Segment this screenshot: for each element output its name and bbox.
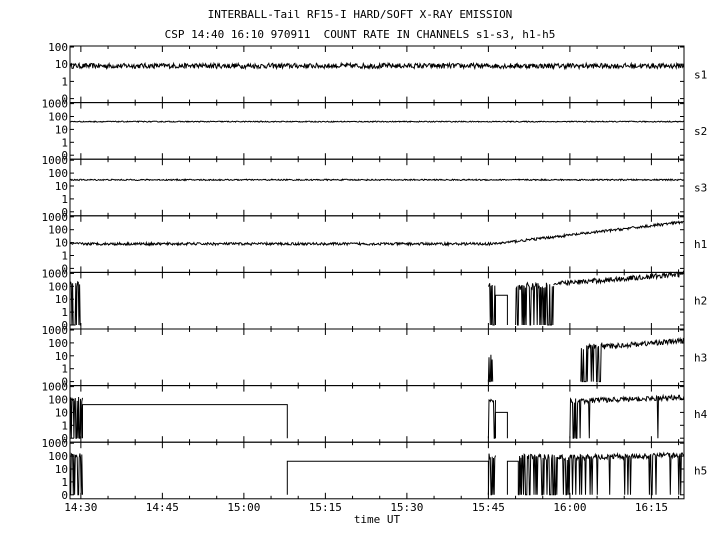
x-tick-label: 15:30 (390, 501, 423, 514)
y-tick-label-h4: 10 (55, 406, 68, 419)
y-tick-label-h2: 0 (61, 319, 68, 332)
y-tick-label-h2: 1000 (42, 267, 69, 280)
y-tick-label-s2: 100 (48, 111, 68, 124)
y-tick-label-h5: 10 (55, 463, 68, 476)
series-line-h4 (495, 411, 508, 439)
channel-label-h4: h4 (694, 408, 708, 421)
chart-subtitle: CSP 14:40 16:10 970911 COUNT RATE IN CHA… (164, 28, 556, 41)
y-tick-label-s3: 1 (61, 193, 68, 206)
x-tick-label: 15:00 (227, 501, 260, 514)
y-tick-label-s3: 10 (55, 180, 68, 193)
y-tick-label-s2: 10 (55, 123, 68, 136)
panel-frame-s1 (69, 45, 685, 104)
y-tick-label-h1: 0 (61, 262, 68, 275)
y-tick-label-h5: 100 (48, 450, 68, 463)
y-tick-label-h3: 100 (48, 337, 68, 350)
y-tick-label-s3: 100 (48, 167, 68, 180)
panel-frame-h5 (69, 441, 685, 500)
y-tick-label-h3: 1000 (42, 324, 69, 337)
series-line-h3 (602, 336, 685, 350)
series-line-h1 (493, 220, 685, 246)
y-tick-label-h2: 1 (61, 306, 68, 319)
series-line-h4 (580, 393, 685, 439)
y-tick-label-h3: 10 (55, 350, 68, 363)
y-tick-label-s3: 1000 (42, 154, 69, 167)
y-tick-label-h1: 10 (55, 237, 68, 250)
y-tick-label-h1: 1000 (42, 211, 69, 224)
y-tick-label-s3: 0 (61, 206, 68, 219)
y-tick-label-s2: 1000 (42, 98, 69, 111)
channel-label-h1: h1 (694, 238, 707, 251)
y-tick-label-h1: 1 (61, 250, 68, 263)
y-tick-label-s1: 1 (61, 75, 68, 88)
panel-frame-s2 (69, 102, 685, 160)
series-line-s2 (69, 120, 685, 123)
series-line-h5 (487, 453, 496, 496)
series-line-h5 (569, 451, 685, 496)
y-tick-label-s1: 100 (48, 41, 68, 54)
y-tick-label-s2: 0 (61, 149, 68, 162)
series-line-h3 (487, 354, 494, 383)
panel-frame-h4 (69, 385, 685, 443)
x-tick-label: 15:15 (309, 501, 342, 514)
series-line-h4 (69, 396, 83, 439)
y-tick-label-h3: 1 (61, 363, 68, 376)
series-line-h2 (487, 283, 496, 326)
y-tick-label-s1: 10 (55, 58, 68, 71)
series-line-h4 (487, 398, 496, 439)
y-tick-label-h2: 100 (48, 280, 68, 293)
y-tick-label-h4: 0 (61, 432, 68, 445)
x-tick-label: 14:30 (64, 501, 97, 514)
series-line-h3 (580, 342, 603, 383)
series-line-h4 (569, 397, 582, 439)
y-tick-label-h3: 0 (61, 376, 68, 389)
series-line-h2 (69, 280, 81, 326)
y-tick-label-h5: 1000 (42, 437, 69, 450)
series-line-h5 (286, 460, 489, 495)
x-tick-label: 14:45 (146, 501, 179, 514)
y-tick-label-h2: 10 (55, 293, 68, 306)
y-tick-label-h4: 1000 (42, 381, 69, 394)
series-line-h2 (495, 294, 508, 325)
y-tick-label-s2: 1 (61, 136, 68, 149)
channel-label-h5: h5 (694, 465, 707, 478)
series-line-h5 (518, 453, 571, 496)
y-tick-label-h4: 1 (61, 419, 68, 432)
x-axis-label: time UT (354, 513, 401, 526)
series-line-h5 (506, 460, 519, 495)
x-tick-label: 16:00 (553, 501, 586, 514)
series-line-h5 (70, 452, 83, 496)
channel-label-h3: h3 (694, 351, 707, 364)
channel-label-s3: s3 (694, 182, 707, 195)
y-tick-label-h1: 100 (48, 224, 68, 237)
y-tick-label-s1: 0 (61, 93, 68, 106)
channel-label-s1: s1 (694, 68, 707, 81)
panel-frame-s3 (69, 158, 685, 217)
series-line-s1 (69, 61, 685, 71)
chart-title: INTERBALL-Tail RF15-I HARD/SOFT X-RAY EM… (207, 8, 513, 21)
y-tick-label-h5: 1 (61, 476, 68, 489)
y-tick-label-h4: 100 (48, 394, 68, 407)
x-tick-label: 16:15 (635, 501, 668, 514)
series-line-h2 (553, 270, 685, 287)
series-line-h1 (69, 240, 494, 247)
x-tick-label: 15:45 (472, 501, 505, 514)
series-line-s3 (69, 178, 685, 182)
channel-label-s2: s2 (694, 125, 707, 138)
series-line-h2 (515, 281, 555, 326)
channel-label-h2: h2 (694, 295, 707, 308)
series-line-h4 (82, 404, 288, 439)
y-tick-label-h5: 0 (61, 489, 68, 502)
